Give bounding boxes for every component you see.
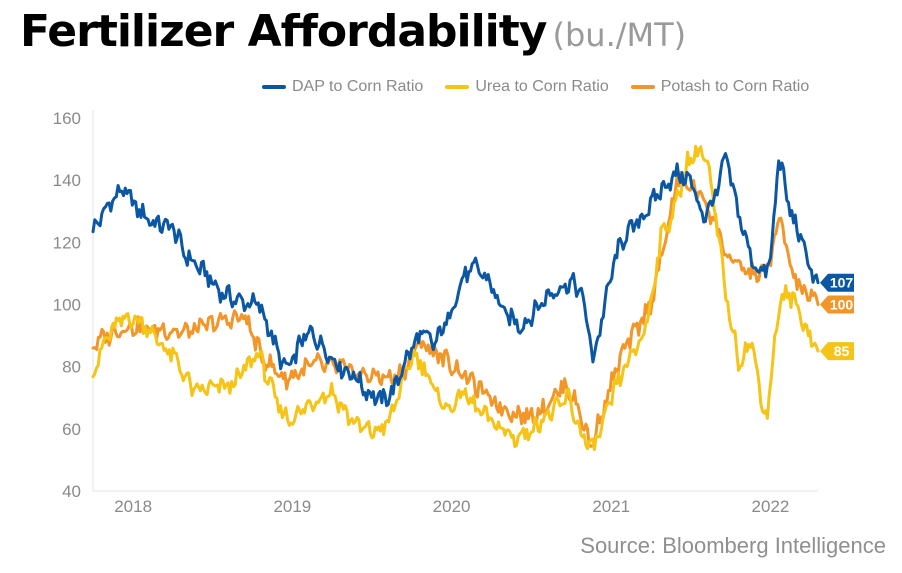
legend-item-potash: Potash to Corn Ratio (630, 78, 810, 96)
legend-swatch-potash (630, 85, 655, 89)
potash-end-label: 100 (830, 297, 854, 313)
legend-label-potash: Potash to Corn Ratio (660, 78, 810, 95)
source-note: Source: Bloomberg Intelligence (580, 533, 886, 558)
y-tick-label: 100 (53, 296, 81, 315)
title-row: Fertilizer Affordability (bu./MT) (20, 6, 686, 57)
y-tick-label: 80 (62, 358, 81, 377)
dap-end-label: 107 (830, 275, 854, 291)
x-tick-label: 2020 (433, 497, 471, 516)
legend: DAP to Corn Ratio Urea to Corn Ratio Pot… (262, 78, 809, 96)
x-tick-label: 2022 (752, 497, 790, 516)
y-tick-label: 40 (62, 482, 81, 501)
x-tick-label: 2018 (114, 497, 152, 516)
urea-end-label-tag (820, 342, 854, 361)
legend-swatch-urea (445, 85, 470, 89)
chart-unit: (bu./MT) (552, 16, 687, 54)
legend-label-urea: Urea to Corn Ratio (475, 78, 609, 95)
y-tick-label: 60 (62, 420, 81, 439)
potash-end-label-tag (820, 295, 854, 314)
x-tick-label: 2021 (592, 497, 630, 516)
dap-end-label-tag (820, 273, 854, 292)
legend-item-urea: Urea to Corn Ratio (445, 78, 609, 96)
y-tick-label: 140 (53, 171, 81, 190)
urea-end-label: 85 (834, 343, 850, 359)
legend-item-dap: DAP to Corn Ratio (262, 78, 423, 96)
chart-title: Fertilizer Affordability (20, 6, 547, 57)
y-tick-label: 160 (53, 109, 81, 128)
legend-swatch-dap (262, 85, 286, 89)
y-tick-label: 120 (53, 233, 81, 252)
urea-series-line (91, 144, 820, 451)
x-tick-label: 2019 (273, 497, 311, 516)
dap-series-line (91, 152, 820, 408)
legend-label-dap: DAP to Corn Ratio (292, 78, 424, 95)
